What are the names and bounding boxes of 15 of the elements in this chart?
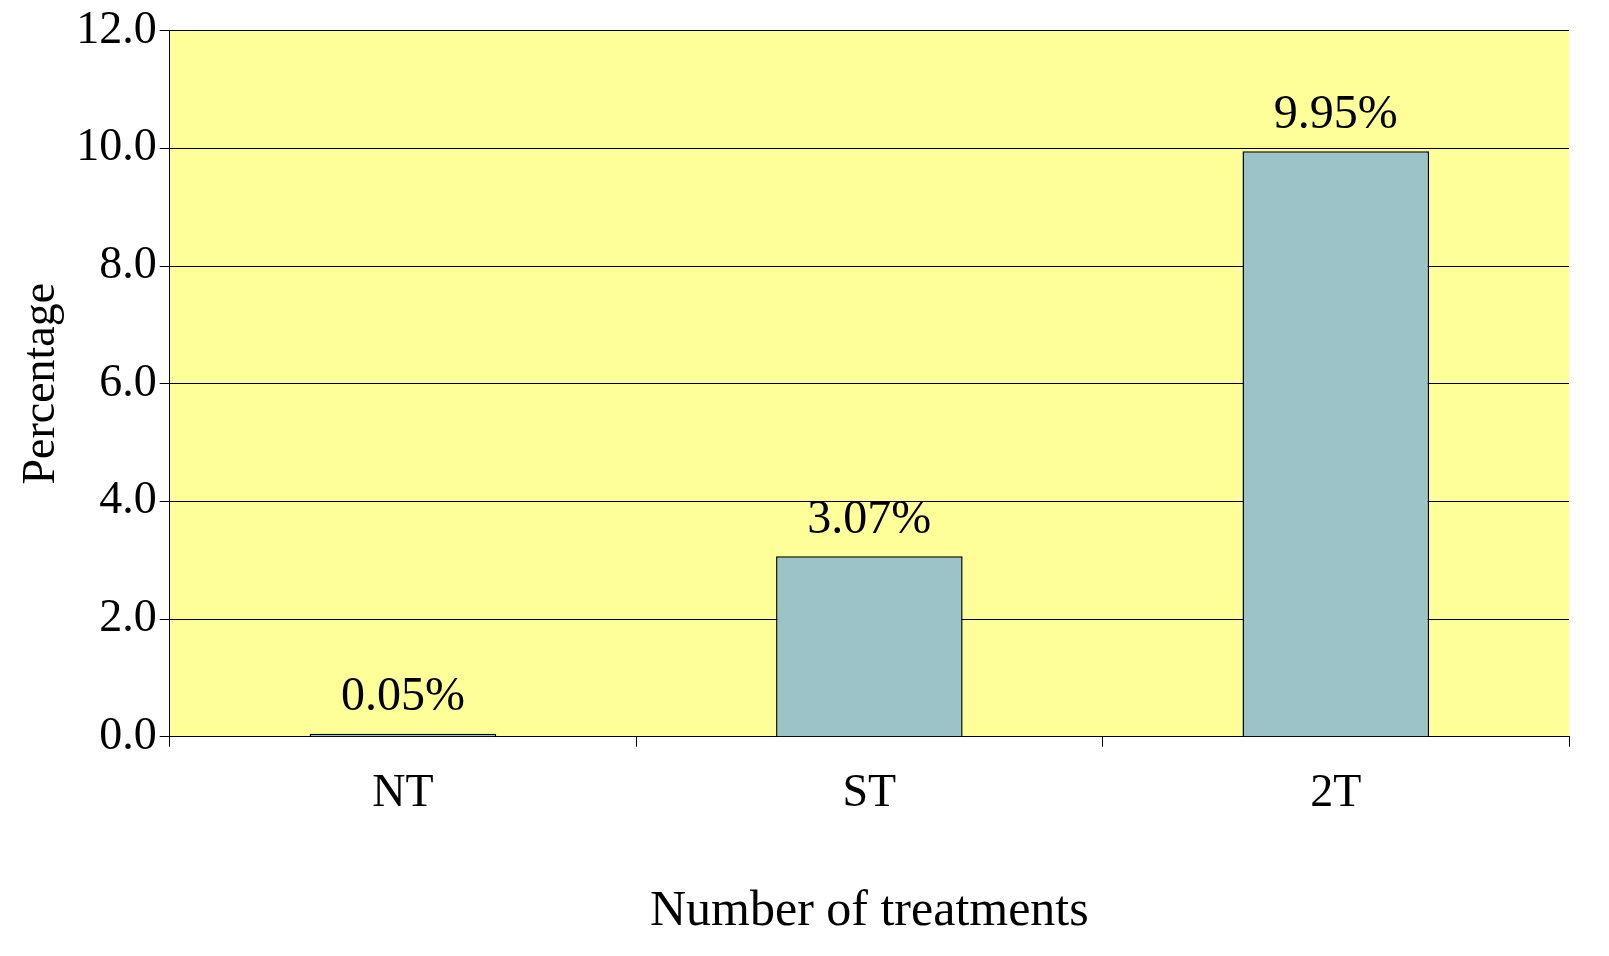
x-tick-label: 2T xyxy=(1310,765,1362,817)
data-label: 9.95% xyxy=(1273,84,1398,138)
y-tick-label: 8.0 xyxy=(99,237,157,289)
y-tick-label: 2.0 xyxy=(99,590,157,642)
data-label: 3.07% xyxy=(807,489,932,543)
data-label: 0.05% xyxy=(340,667,465,721)
x-tick-label: ST xyxy=(842,765,897,817)
y-tick-label: 10.0 xyxy=(76,119,157,171)
y-tick-label: 6.0 xyxy=(99,354,157,406)
y-tick-label: 0.0 xyxy=(99,707,157,759)
y-tick-label: 12.0 xyxy=(76,1,157,53)
x-axis-title: Number of treatments xyxy=(649,880,1089,937)
y-axis-title: Percentage xyxy=(12,282,64,485)
y-tick-label: 4.0 xyxy=(99,472,157,524)
x-tick-label: NT xyxy=(372,765,434,817)
